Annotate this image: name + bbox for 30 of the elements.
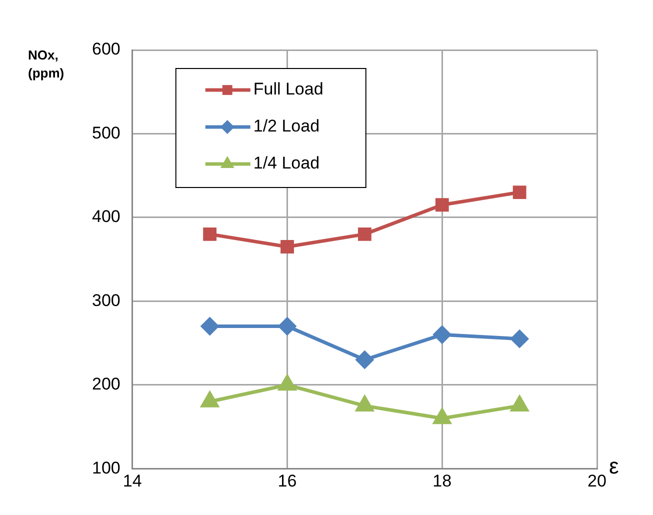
point [435, 198, 449, 212]
x-tick-label: 20 [588, 471, 606, 490]
y-tick-label: 400 [92, 207, 120, 226]
y-tick-label: 200 [92, 374, 120, 394]
x-tick-label: 16 [278, 471, 297, 490]
point [433, 408, 451, 424]
x-tick-label: 14 [122, 471, 142, 490]
point [510, 330, 528, 348]
legend-label: Full Load [253, 80, 324, 99]
point [358, 227, 372, 241]
y-tick-label: 500 [92, 123, 120, 142]
point [201, 318, 219, 336]
x-tick-label: 18 [432, 471, 452, 490]
point [201, 392, 218, 408]
y-tick-label: 100 [92, 458, 120, 478]
point [280, 240, 294, 254]
point [203, 227, 217, 241]
y-axis-title: NOx, (ppm) [28, 48, 64, 81]
legend-label: 1/4 Load [253, 154, 320, 173]
y-tick-label: 600 [92, 40, 120, 59]
point [356, 396, 374, 412]
legend-label: 1/2 Load [253, 116, 320, 136]
point [510, 396, 528, 412]
point [433, 326, 451, 344]
point [278, 375, 296, 391]
y-tick-label: 300 [92, 290, 120, 310]
x-axis-title: ε [609, 454, 619, 479]
point [278, 318, 296, 336]
point [512, 186, 526, 200]
point [356, 351, 374, 369]
